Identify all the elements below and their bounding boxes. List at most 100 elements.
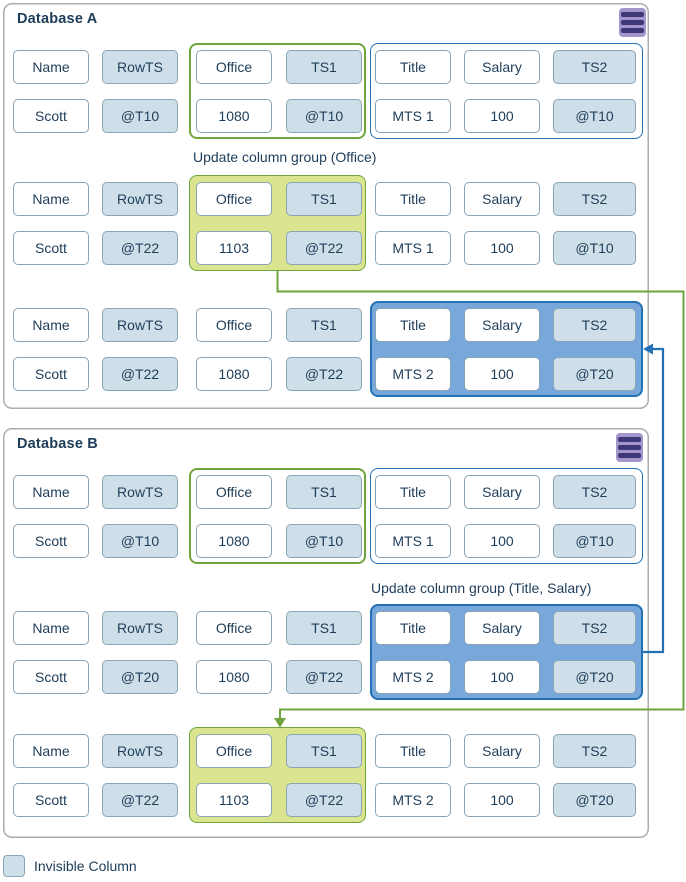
- header-cell-office: Office: [196, 50, 272, 84]
- value-cell-name: Scott: [13, 231, 89, 265]
- value-cell-title: MTS 1: [375, 99, 451, 133]
- header-cell-rowts: RowTS: [102, 308, 178, 342]
- value-cell-ts2: @T10: [553, 231, 636, 265]
- header-cell-ts2: TS2: [553, 308, 636, 342]
- value-cell-ts2: @T20: [553, 357, 636, 391]
- value-cell-name: Scott: [13, 99, 89, 133]
- header-cell-ts1: TS1: [286, 50, 362, 84]
- update-column-group-label: Update column group (Office): [193, 149, 377, 165]
- value-cell-name: Scott: [13, 783, 89, 817]
- value-cell-rowts: @T20: [102, 660, 178, 694]
- value-cell-title: MTS 2: [375, 783, 451, 817]
- value-cell-salary: 100: [464, 231, 540, 265]
- value-cell-office: 1080: [196, 524, 272, 558]
- header-cell-ts2: TS2: [553, 734, 636, 768]
- legend: Invisible Column: [3, 855, 137, 877]
- value-cell-rowts: @T22: [102, 231, 178, 265]
- value-cell-ts1: @T10: [286, 99, 362, 133]
- header-cell-title: Title: [375, 50, 451, 84]
- header-cell-salary: Salary: [464, 308, 540, 342]
- value-cell-salary: 100: [464, 783, 540, 817]
- value-cell-office: 1080: [196, 357, 272, 391]
- legend-label: Invisible Column: [34, 858, 137, 874]
- table-icon: [616, 433, 643, 462]
- row-group-updated: Name Scott RowTS @T20 Office 1080 TS1 @T22 Title…: [3, 604, 649, 700]
- header-cell-ts2: TS2: [553, 50, 636, 84]
- header-cell-office: Office: [196, 308, 272, 342]
- value-cell-title: MTS 2: [375, 660, 451, 694]
- table-icon: [619, 8, 646, 37]
- header-cell-salary: Salary: [464, 611, 540, 645]
- header-cell-ts2: TS2: [553, 182, 636, 216]
- header-cell-title: Title: [375, 308, 451, 342]
- value-cell-title: MTS 2: [375, 357, 451, 391]
- value-cell-ts2: @T20: [553, 660, 636, 694]
- value-cell-name: Scott: [13, 357, 89, 391]
- table-icon-bar: [618, 445, 641, 450]
- column-group-box-outline-green: [189, 43, 366, 139]
- database-a-panel: Database A Name Scott RowTS @T10 Office 1080 T…: [3, 3, 649, 409]
- database-a-title: Database A: [17, 11, 98, 27]
- header-cell-rowts: RowTS: [102, 50, 178, 84]
- header-cell-office: Office: [196, 182, 272, 216]
- value-cell-salary: 100: [464, 357, 540, 391]
- header-cell-rowts: RowTS: [102, 475, 178, 509]
- header-cell-office: Office: [196, 475, 272, 509]
- invisible-column-swatch: [3, 855, 25, 877]
- header-cell-ts1: TS1: [286, 734, 362, 768]
- header-cell-rowts: RowTS: [102, 611, 178, 645]
- header-cell-ts1: TS1: [286, 475, 362, 509]
- header-cell-salary: Salary: [464, 50, 540, 84]
- value-cell-ts2: @T10: [553, 99, 636, 133]
- header-cell-name: Name: [13, 308, 89, 342]
- header-cell-name: Name: [13, 734, 89, 768]
- row-group-initial: Name Scott RowTS @T10 Office 1080 TS1 @T10 Title…: [3, 468, 649, 564]
- database-b-panel: Database B Name Scott RowTS @T10 Office 1080 T…: [3, 428, 649, 838]
- value-cell-office: 1103: [196, 231, 272, 265]
- header-cell-title: Title: [375, 182, 451, 216]
- value-cell-ts1: @T10: [286, 524, 362, 558]
- value-cell-ts1: @T22: [286, 783, 362, 817]
- header-cell-name: Name: [13, 475, 89, 509]
- row-group-replicated: Name Scott RowTS @T22 Office 1103 TS1 @T22 Title…: [3, 727, 649, 823]
- value-cell-ts2: @T10: [553, 524, 636, 558]
- value-cell-ts1: @T22: [286, 231, 362, 265]
- header-cell-title: Title: [375, 734, 451, 768]
- table-icon-bar: [621, 20, 644, 25]
- row-group-replicated: Name Scott RowTS @T22 Office 1080 TS1 @T22 Title…: [3, 301, 649, 397]
- value-cell-ts1: @T22: [286, 357, 362, 391]
- value-cell-rowts: @T22: [102, 783, 178, 817]
- database-b-title: Database B: [17, 436, 98, 452]
- header-cell-office: Office: [196, 611, 272, 645]
- header-cell-name: Name: [13, 50, 89, 84]
- table-icon-bar: [621, 12, 644, 17]
- header-cell-name: Name: [13, 611, 89, 645]
- value-cell-rowts: @T22: [102, 357, 178, 391]
- table-icon-bar: [618, 437, 641, 442]
- value-cell-office: 1080: [196, 99, 272, 133]
- value-cell-office: 1080: [196, 660, 272, 694]
- value-cell-office: 1103: [196, 783, 272, 817]
- header-cell-title: Title: [375, 475, 451, 509]
- update-column-group-label: Update column group (Title, Salary): [371, 580, 592, 596]
- header-cell-rowts: RowTS: [102, 182, 178, 216]
- table-icon-bar: [621, 28, 644, 33]
- value-cell-ts1: @T22: [286, 660, 362, 694]
- header-cell-salary: Salary: [464, 734, 540, 768]
- value-cell-salary: 100: [464, 660, 540, 694]
- value-cell-rowts: @T10: [102, 524, 178, 558]
- value-cell-rowts: @T10: [102, 99, 178, 133]
- value-cell-title: MTS 1: [375, 231, 451, 265]
- header-cell-ts2: TS2: [553, 611, 636, 645]
- header-cell-ts2: TS2: [553, 475, 636, 509]
- header-cell-salary: Salary: [464, 475, 540, 509]
- value-cell-salary: 100: [464, 99, 540, 133]
- header-cell-office: Office: [196, 734, 272, 768]
- row-group-updated: Name Scott RowTS @T22 Office 1103 TS1 @T22 Title…: [3, 175, 649, 271]
- header-cell-ts1: TS1: [286, 308, 362, 342]
- value-cell-name: Scott: [13, 660, 89, 694]
- column-group-box-outline-blue: [370, 43, 643, 139]
- value-cell-ts2: @T20: [553, 783, 636, 817]
- header-cell-name: Name: [13, 182, 89, 216]
